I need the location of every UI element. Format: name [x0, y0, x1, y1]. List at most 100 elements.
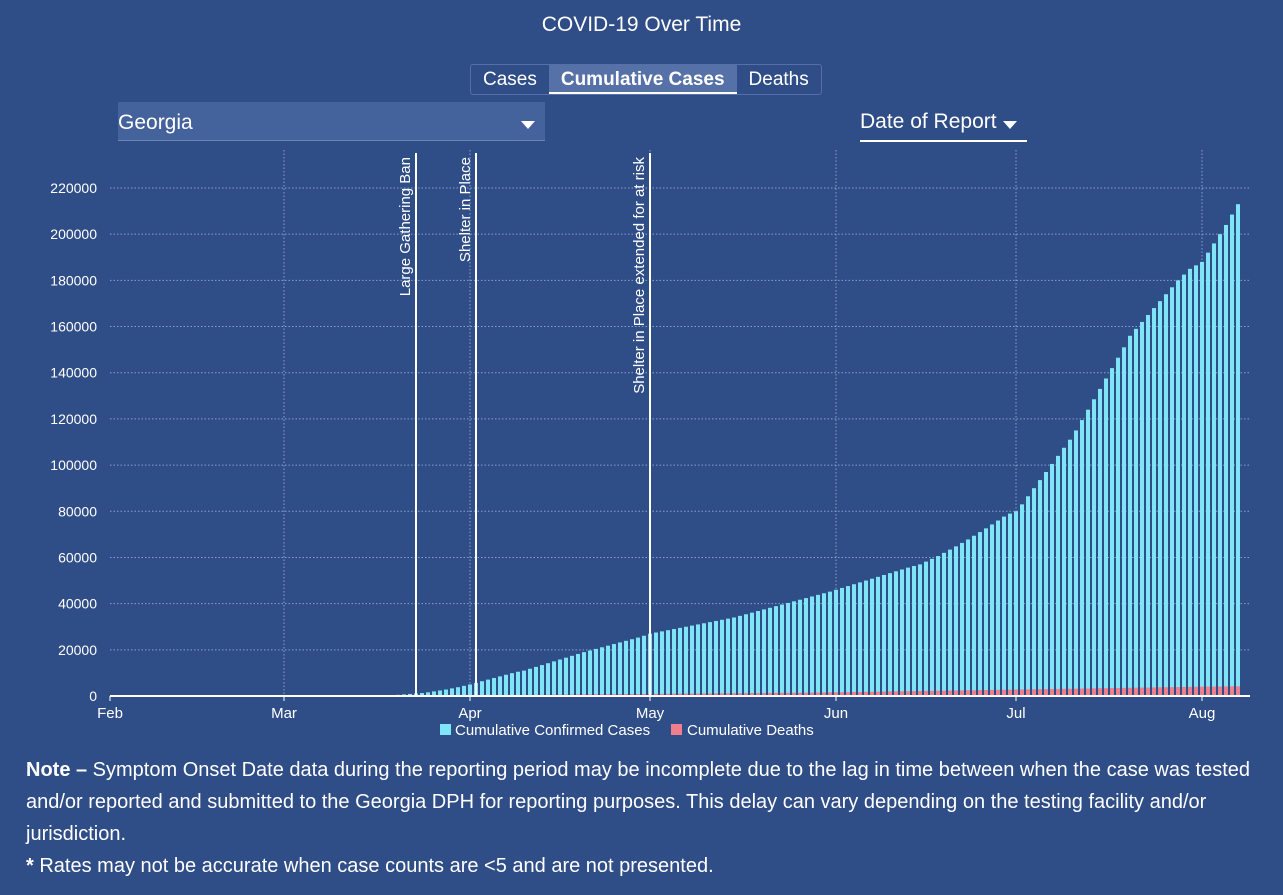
death-bar	[1230, 686, 1234, 696]
case-bar	[1206, 252, 1210, 696]
death-bar	[1092, 688, 1096, 696]
note-body: Symptom Onset Date data during the repor…	[26, 759, 1251, 845]
death-bar	[1020, 689, 1024, 696]
death-bar	[834, 692, 838, 696]
death-bar	[798, 692, 802, 696]
tab-cumulative-cases[interactable]: Cumulative Cases	[548, 65, 737, 94]
case-bar	[510, 673, 514, 696]
case-bar	[564, 657, 568, 696]
case-bar	[834, 589, 838, 696]
death-bar	[930, 690, 934, 696]
death-bar	[1146, 687, 1150, 696]
case-bar	[888, 573, 892, 696]
case-bar	[1014, 511, 1018, 696]
death-bar	[882, 691, 886, 696]
case-bar	[606, 645, 610, 696]
y-tick-label: 80000	[58, 503, 97, 519]
case-bar	[924, 561, 928, 696]
case-bar	[870, 578, 874, 696]
case-bar	[864, 580, 868, 696]
death-bar	[1194, 686, 1198, 696]
death-bar	[906, 691, 910, 696]
death-bar	[672, 693, 676, 696]
region-select[interactable]: Georgia	[118, 102, 545, 141]
view-tabs: Cases Cumulative Cases Deaths	[470, 64, 822, 95]
case-bar	[1038, 480, 1042, 696]
case-bar	[804, 598, 808, 696]
case-bar	[702, 623, 706, 696]
case-bar	[492, 677, 496, 696]
death-bar	[714, 693, 718, 696]
death-bar	[1158, 687, 1162, 696]
case-bar	[534, 666, 538, 696]
tab-cases[interactable]: Cases	[483, 69, 537, 90]
case-bar	[1146, 315, 1150, 696]
case-bar	[708, 622, 712, 696]
legend: Cumulative Confirmed Cases Cumulative De…	[440, 722, 814, 739]
death-bar	[1002, 689, 1006, 696]
death-bar	[768, 692, 772, 696]
case-bar	[750, 612, 754, 696]
death-bar	[924, 690, 928, 696]
death-bar	[1182, 686, 1186, 696]
case-bar	[588, 650, 592, 696]
case-bar	[522, 670, 526, 696]
case-bar	[906, 567, 910, 696]
case-bar	[714, 620, 718, 696]
case-bar	[858, 582, 862, 696]
case-bar	[690, 625, 694, 696]
case-bar	[798, 599, 802, 696]
death-bar	[816, 692, 820, 696]
case-bar	[1218, 234, 1222, 696]
death-bar	[708, 693, 712, 696]
case-bar	[654, 632, 658, 696]
x-tick-label: Mar	[271, 705, 297, 722]
case-bar	[774, 606, 778, 696]
case-bar	[570, 655, 574, 696]
death-bar	[1068, 688, 1072, 696]
date-type-select[interactable]: Date of Report	[860, 102, 1027, 142]
y-tick-label: 160000	[50, 319, 97, 335]
death-bar	[1218, 686, 1222, 696]
death-bar	[762, 692, 766, 696]
case-bar	[696, 624, 700, 696]
death-bar	[792, 692, 796, 696]
case-bar	[996, 520, 1000, 696]
death-bar	[954, 690, 958, 696]
case-bar	[678, 627, 682, 696]
death-bar	[978, 690, 982, 696]
death-bar	[660, 693, 664, 696]
legend-swatch-cases	[440, 724, 451, 735]
case-bar	[1104, 378, 1108, 696]
death-bar	[678, 693, 682, 696]
y-tick-label: 180000	[50, 272, 97, 288]
death-bar	[738, 693, 742, 696]
death-bar	[750, 693, 754, 696]
death-bar	[1014, 689, 1018, 696]
case-bar	[810, 596, 814, 696]
case-bar	[666, 630, 670, 696]
death-bar	[1062, 688, 1066, 696]
case-bar	[792, 601, 796, 696]
case-bar	[426, 692, 430, 696]
death-bar	[900, 691, 904, 696]
tab-deaths[interactable]: Deaths	[748, 69, 809, 90]
case-bar	[738, 615, 742, 696]
death-bar	[1164, 687, 1168, 696]
case-bar	[876, 576, 880, 696]
death-bar	[666, 693, 670, 696]
x-tick-label: Jun	[824, 705, 848, 722]
case-bar	[450, 688, 454, 696]
death-bar	[828, 692, 832, 696]
case-bar	[984, 528, 988, 696]
death-bar	[1128, 687, 1132, 696]
death-bar	[786, 692, 790, 696]
case-bar	[630, 639, 634, 696]
case-bar	[882, 575, 886, 696]
case-bar	[762, 609, 766, 696]
case-bar	[786, 602, 790, 696]
case-bar	[930, 558, 934, 696]
death-bar	[822, 692, 826, 696]
death-bar	[840, 692, 844, 696]
death-bar	[756, 693, 760, 696]
